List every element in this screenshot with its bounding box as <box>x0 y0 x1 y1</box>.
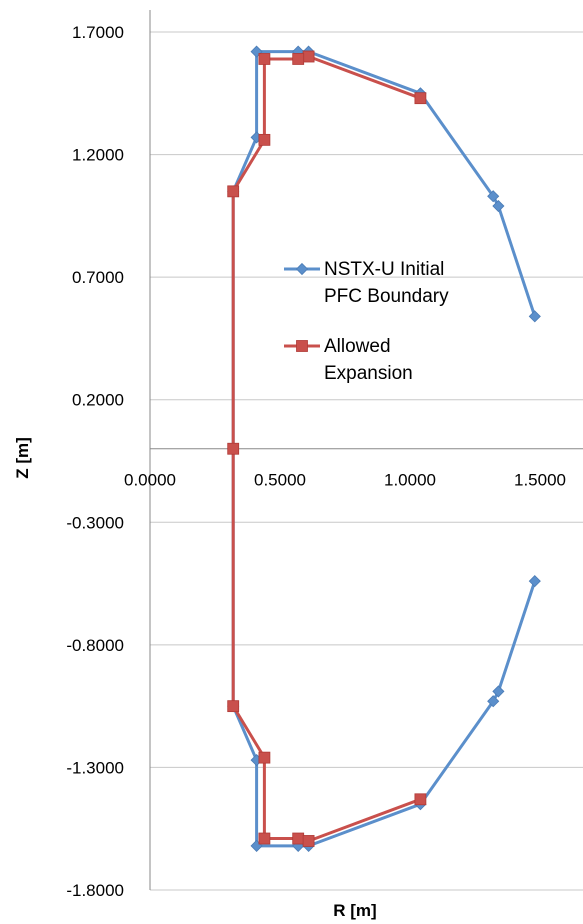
data-point <box>302 835 315 847</box>
data-point <box>492 685 505 698</box>
data-point <box>414 793 427 806</box>
data-point <box>487 695 500 708</box>
data-point <box>487 190 500 203</box>
legend-item-1: Allowed Expansion <box>284 336 413 384</box>
series-layer <box>227 45 541 852</box>
x-tick-label: 0.5000 <box>254 471 306 490</box>
y-tick-label: 1.7000 <box>72 23 124 42</box>
y-tick-label: 1.2000 <box>72 146 124 165</box>
y-tick-label: -1.3000 <box>66 758 124 777</box>
data-point <box>258 53 271 65</box>
x-axis-title: R [m] <box>333 901 376 920</box>
legend-label: PFC Boundary <box>324 286 449 307</box>
legend-label: Expansion <box>324 363 413 384</box>
legend-label: NSTX-U Initial <box>324 259 444 280</box>
data-point <box>528 575 541 588</box>
data-point <box>292 832 305 845</box>
data-point <box>258 133 271 146</box>
data-point <box>227 185 240 198</box>
x-tick-label: 1.0000 <box>384 471 436 490</box>
data-point <box>292 53 305 65</box>
data-point <box>227 700 240 713</box>
data-point <box>302 50 315 63</box>
gridlines <box>150 31 583 891</box>
legend-label: Allowed <box>324 336 391 357</box>
tick-labels: 1.7000 1.2000 0.7000 0.2000 -0.3000 -0.8000 -1… <box>66 23 566 900</box>
legend-swatch-marker <box>296 340 308 352</box>
legend-swatch-marker <box>295 262 309 276</box>
y-axis-title: Z [m] <box>13 437 32 479</box>
y-tick-label: -0.8000 <box>66 636 124 655</box>
data-point <box>414 92 427 105</box>
series-1 <box>227 50 427 847</box>
y-tick-label: -1.8000 <box>66 881 124 900</box>
data-point <box>492 199 505 213</box>
data-point <box>227 442 240 455</box>
x-tick-label: 1.5000 <box>514 471 566 490</box>
data-point <box>258 751 271 764</box>
y-tick-label: 0.7000 <box>72 268 124 287</box>
x-tick-label: 0.0000 <box>124 471 176 490</box>
legend: NSTX-U Initial PFC Boundary Allowed Expansi… <box>284 259 449 384</box>
y-tick-label: -0.3000 <box>66 513 124 532</box>
data-point <box>528 310 541 323</box>
data-point <box>258 832 271 845</box>
legend-item-0: NSTX-U Initial PFC Boundary <box>284 259 449 307</box>
y-tick-label: 0.2000 <box>72 391 124 410</box>
